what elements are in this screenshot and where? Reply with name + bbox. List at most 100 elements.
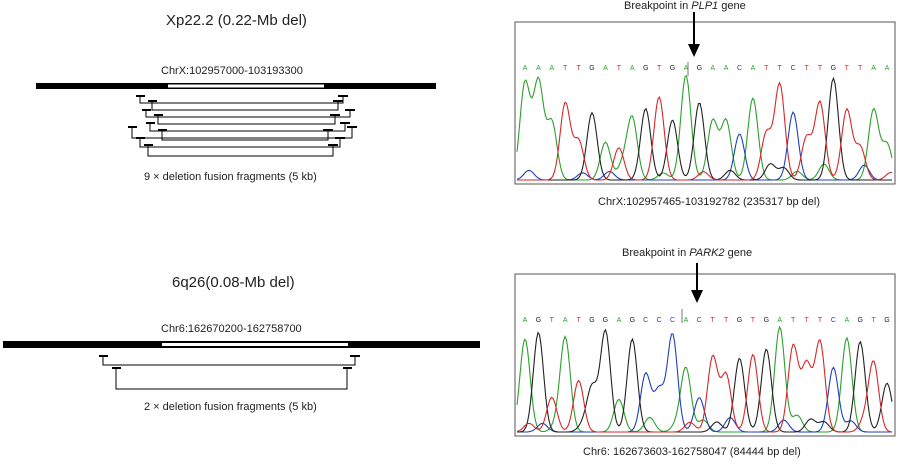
fusion-fragment [102,357,356,366]
base-call-letter: A [885,65,890,72]
top-breakpoint-prefix: Breakpoint in [624,0,692,12]
base-call-letter: G [589,65,594,72]
bottom-primer-marks [99,355,360,369]
bottom-breakpoint-prefix: Breakpoint in [622,247,690,259]
bottom-breakpoint-label: Breakpoint in PARK2 gene [622,247,752,259]
base-call-letter: G [737,317,742,324]
base-call-letter: T [858,65,863,72]
base-call-letter: G [857,317,862,324]
base-call-letter: C [831,317,836,324]
base-call-letter: A [777,317,782,324]
bottom-region-title: 6q26(0.08-Mb del) [172,274,295,291]
base-call-letter: A [536,65,541,72]
base-call-letter: C [670,317,675,324]
base-call-letter: G [589,317,594,324]
base-call-letter: T [711,317,716,324]
base-call-letter: A [549,65,554,72]
base-call-letter: G [536,317,541,324]
top-primer-marks [128,95,357,146]
base-call-letter: T [818,65,823,72]
trace-T [516,338,893,433]
base-call-letter: T [804,65,809,72]
base-call-letter: C [791,65,796,72]
base-call-letter: A [603,65,608,72]
base-call-letter: A [523,65,528,72]
base-call-letter: A [684,317,689,324]
top-breakpoint-suffix: gene [718,0,746,12]
base-call-letter: T [791,317,796,324]
base-call-letter: T [563,65,568,72]
trace-A [516,325,892,433]
base-call-letter: C [657,317,662,324]
bottom-breakpoint-suffix: gene [724,247,753,259]
top-chromosome-map [36,83,436,157]
base-call-letter: T [764,65,769,72]
base-call-letter: A [523,317,528,324]
fusion-fragment [149,124,346,132]
base-call-letter: T [845,65,850,72]
base-call-letter: G [603,317,608,324]
fusion-fragment [131,128,353,139]
base-call-letter: G [643,65,648,72]
fusion-fragment [145,111,351,118]
fusion-fragment [115,369,348,390]
base-call-letter: G [831,65,836,72]
base-call-letter: A [684,65,689,72]
trace-T [517,81,893,181]
bottom-breakpoint-gene: PARK2 [689,247,725,259]
fusion-fragment [151,102,339,111]
base-call-letter: C [697,317,702,324]
fusion-fragment [147,146,334,157]
bottom-chromatogram-frame [514,273,896,437]
bottom-region-coordinates: Chr6:162670200-162758700 [161,323,302,335]
bottom-fusion-label: 2 × deletion fusion fragments (5 kb) [144,401,317,413]
top-region-coordinates: ChrX:102957000-103193300 [161,65,303,77]
base-call-letter: G [764,317,769,324]
base-call-letter: T [818,317,823,324]
base-call-letter: T [804,317,809,324]
base-call-letter: T [724,317,729,324]
top-breakpoint-label: Breakpoint in PLP1 gene [624,0,746,12]
base-call-letter: T [617,65,622,72]
base-call-letter: A [710,65,715,72]
base-call-letter: A [724,65,729,72]
base-call-letter: G [630,317,635,324]
base-call-letter: A [871,65,876,72]
fusion-fragment [161,131,329,141]
top-fusion-fragments [131,97,353,157]
base-call-letter: G [670,65,675,72]
base-call-letter: T [871,317,876,324]
base-call-letter: A [617,317,622,324]
base-call-letter: T [778,65,783,72]
base-call-letter: T [576,65,581,72]
trace-C [516,111,892,181]
bottom-fusion-fragments [102,357,356,390]
top-chromatogram-frame [514,21,896,185]
fusion-fragment [157,116,336,125]
base-call-letter: A [630,65,635,72]
bottom-chromosome-map [3,341,480,390]
bottom-chromatogram-caption: Chr6: 162673603-162758047 (84444 bp del) [583,446,801,458]
base-call-letter: T [751,317,756,324]
base-call-letter: T [576,317,581,324]
trace-G [517,328,893,433]
base-call-letter: T [657,65,662,72]
base-call-letter: G [697,65,702,72]
bottom-chromatogram-traces [516,325,893,433]
trace-G [517,76,892,181]
top-region-title: Xp22.2 (0.22-Mb del) [166,12,307,29]
top-fusion-label: 9 × deletion fusion fragments (5 kb) [144,171,317,183]
base-call-letter: A [844,317,849,324]
bottom-deleted-region [162,343,348,346]
trace-A [516,75,893,181]
top-breakpoint-gene: PLP1 [691,0,719,12]
fusion-fragment [139,97,344,104]
base-call-letter: C [643,317,648,324]
base-call-letter: A [563,317,568,324]
base-call-letter: A [751,65,756,72]
fusion-fragment [139,139,341,148]
top-chromatogram-traces [516,75,893,181]
bottom-breakpoint-arrow [691,263,703,303]
